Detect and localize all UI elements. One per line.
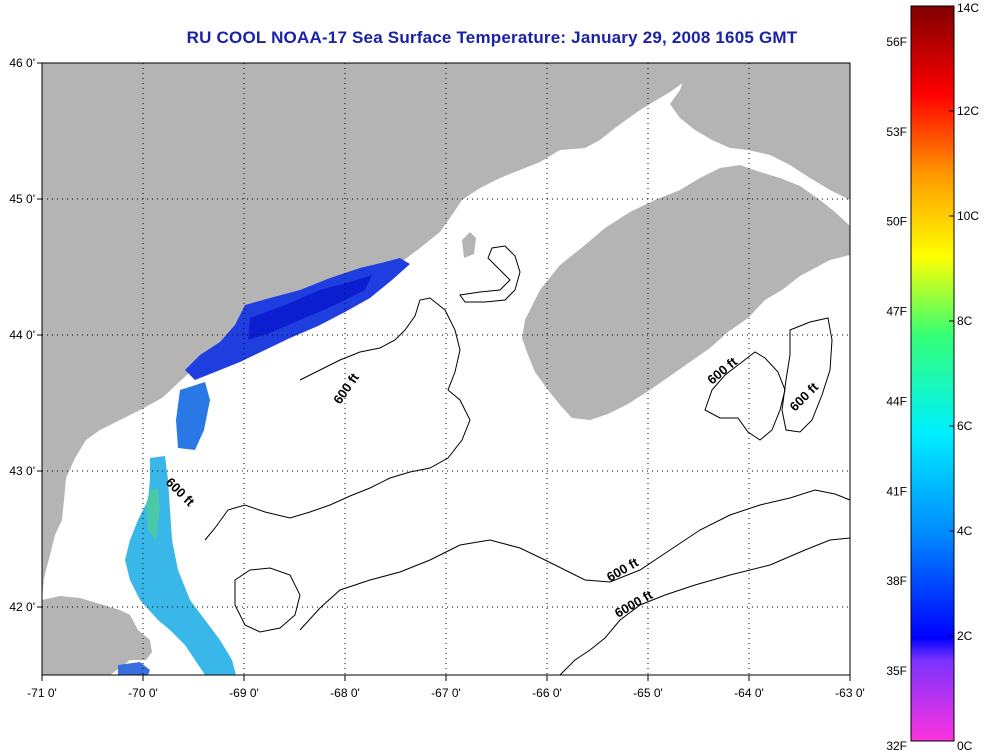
land-nova-scotia <box>522 165 850 420</box>
longitude-labels: -71 0' -70 0' -69 0' -68 0' -67 0' -66 0' -65 … <box>27 675 865 700</box>
lat-tick-label: 42 0' <box>9 600 35 614</box>
lat-tick-label: 45 0' <box>9 192 35 206</box>
contour-600ft-gulf <box>204 297 471 541</box>
land-grand-manan <box>462 232 476 258</box>
lon-tick-label: -67 0' <box>431 686 461 700</box>
contour-georges-inner <box>234 567 301 633</box>
bay-of-fundy <box>538 150 705 252</box>
lat-tick-label: 44 0' <box>9 328 35 342</box>
lon-tick-label: -69 0' <box>229 686 259 700</box>
contour-600ft-scotian-b <box>781 317 833 433</box>
latitude-labels: 46 0' 45 0' 44 0' 43 0' 42 0' <box>9 56 42 614</box>
land-new-brunswick <box>670 63 850 200</box>
lon-tick-label: -63 0' <box>835 686 865 700</box>
lat-tick-label: 43 0' <box>9 464 35 478</box>
sst-georges-green <box>146 488 160 540</box>
bathymetry-contours <box>204 245 851 676</box>
land-new-england <box>42 63 690 600</box>
lon-tick-label: -65 0' <box>633 686 663 700</box>
land-cape-cod <box>42 596 152 675</box>
land <box>42 63 850 675</box>
contour-600ft-shelf <box>299 489 851 631</box>
map-title: RU COOL NOAA-17 Sea Surface Temperature:… <box>186 28 798 47</box>
lon-tick-label: -70 0' <box>128 686 158 700</box>
lon-tick-label: -71 0' <box>27 686 57 700</box>
sst-south-blue <box>118 662 150 675</box>
lon-tick-label: -66 0' <box>532 686 562 700</box>
contour-6000ft <box>559 537 851 676</box>
sst-maine-inner <box>248 275 372 340</box>
sst-offshore-strip <box>176 382 210 450</box>
lat-tick-label: 46 0' <box>9 56 35 70</box>
lon-tick-label: -68 0' <box>330 686 360 700</box>
grid <box>42 63 850 675</box>
sst-observations <box>118 258 410 675</box>
lon-tick-label: -64 0' <box>734 686 764 700</box>
contour-scotian-edge <box>459 245 521 303</box>
